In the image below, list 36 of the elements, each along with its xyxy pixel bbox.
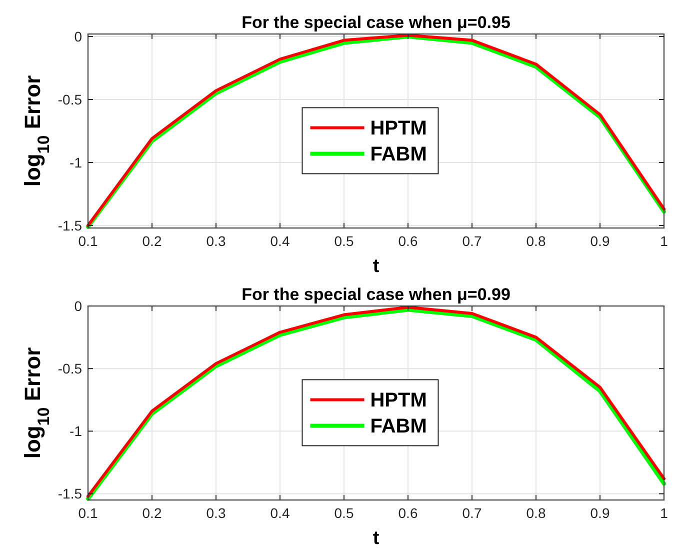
x-tick-label: 1 xyxy=(660,505,668,521)
legend-label: FABM xyxy=(370,416,427,438)
x-tick-label: 0.3 xyxy=(206,233,226,249)
x-tick-label: 0.7 xyxy=(462,505,482,521)
x-tick-label: 0.1 xyxy=(78,233,98,249)
x-tick-label: 1 xyxy=(660,233,668,249)
x-tick-label: 0.2 xyxy=(142,505,162,521)
x-tick-label: 0.2 xyxy=(142,233,162,249)
y-tick-label: -1 xyxy=(70,423,82,440)
legend-label: HPTM xyxy=(370,390,427,412)
y-tick-label: 0 xyxy=(74,298,82,314)
y-tick-label: -0.5 xyxy=(58,91,82,108)
chart-title: For the special case when μ=0.99 xyxy=(242,285,510,304)
x-tick-label: 0.4 xyxy=(270,505,290,521)
y-tick-label: -1.5 xyxy=(58,486,82,502)
x-tick-label: 0.3 xyxy=(206,505,226,521)
legend-label: FABM xyxy=(370,144,427,166)
x-tick-label: 0.9 xyxy=(590,233,610,249)
y-tick-label: -1.5 xyxy=(58,217,82,234)
x-tick-label: 0.9 xyxy=(590,505,610,521)
y-tick-label: -1 xyxy=(70,154,82,170)
x-tick-label: 0.5 xyxy=(334,505,354,521)
chart-title: For the special case when μ=0.95 xyxy=(242,13,510,32)
y-tick-label: 0 xyxy=(74,28,82,44)
x-tick-label: 0.8 xyxy=(526,233,546,249)
x-tick-label: 0.8 xyxy=(526,505,546,521)
x-axis-title: t xyxy=(372,256,380,277)
legend-label: HPTM xyxy=(370,118,427,140)
x-tick-label: 0.6 xyxy=(398,233,418,249)
x-tick-label: 0.7 xyxy=(462,233,482,249)
y-tick-label: -0.5 xyxy=(58,360,82,376)
x-tick-label: 0.6 xyxy=(398,505,418,521)
x-tick-label: 0.5 xyxy=(334,233,354,249)
x-axis-title: t xyxy=(372,528,380,549)
x-tick-label: 0.1 xyxy=(78,505,98,521)
x-tick-label: 0.4 xyxy=(270,233,290,249)
